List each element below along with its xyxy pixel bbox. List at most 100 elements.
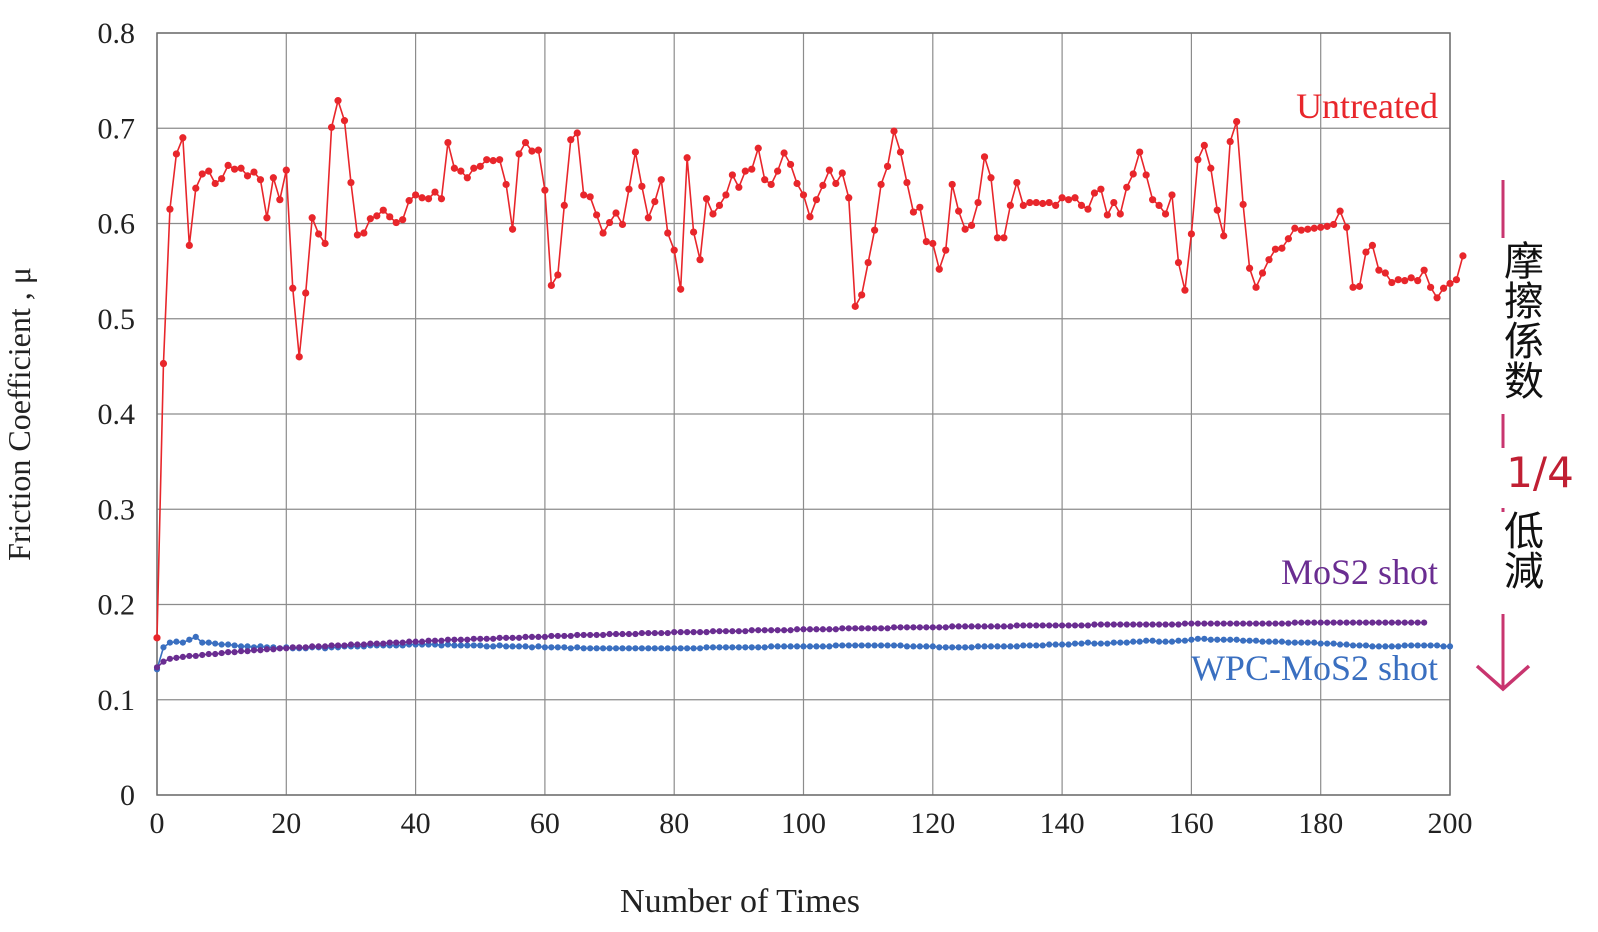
data-point	[1194, 635, 1201, 642]
data-point	[618, 220, 627, 229]
data-point	[1130, 621, 1137, 628]
data-point	[541, 186, 549, 194]
data-point	[1233, 636, 1240, 643]
data-point	[438, 642, 445, 649]
data-point	[1175, 637, 1182, 644]
data-point	[1349, 642, 1357, 649]
series-labels: Untreated MoS2 shot WPC-MoS2 shot	[1191, 86, 1438, 688]
data-point	[1356, 642, 1363, 649]
x-tick-label: 40	[401, 807, 431, 840]
data-point	[1214, 636, 1221, 643]
data-point	[593, 645, 600, 652]
data-point	[1091, 640, 1098, 647]
series-layer	[153, 97, 1467, 673]
data-point	[768, 643, 775, 650]
data-point	[225, 649, 232, 656]
data-point	[334, 642, 342, 649]
x-axis-ticks: 0 20 40 60 80 100 120 140 160 180 200	[150, 807, 1473, 840]
data-point	[282, 166, 290, 174]
data-point	[1155, 621, 1163, 628]
data-point	[1240, 637, 1247, 644]
data-point	[1285, 620, 1292, 627]
data-point	[224, 161, 232, 169]
annotation-text-top: 摩擦係数	[1497, 240, 1543, 400]
data-point	[638, 182, 646, 190]
data-point	[1408, 642, 1415, 649]
data-point	[302, 289, 310, 297]
data-point	[1104, 640, 1111, 647]
data-point	[987, 623, 995, 630]
data-point	[1446, 279, 1454, 288]
data-point	[263, 214, 271, 222]
data-point	[1136, 638, 1143, 645]
data-point	[1317, 223, 1325, 231]
data-point	[347, 178, 355, 187]
data-point	[574, 644, 581, 651]
y-tick-label: 0.4	[98, 398, 136, 431]
data-point	[406, 638, 413, 645]
data-point	[729, 628, 736, 635]
data-point	[631, 148, 640, 156]
data-point	[464, 636, 471, 643]
data-point	[580, 631, 587, 639]
data-point	[1401, 619, 1408, 626]
data-point	[806, 213, 814, 221]
data-point	[1013, 643, 1020, 650]
data-point	[593, 631, 600, 639]
data-point	[515, 150, 523, 158]
data-point	[243, 172, 252, 180]
data-point	[993, 234, 1002, 242]
data-point	[858, 642, 865, 649]
data-point	[1097, 185, 1105, 193]
data-point	[509, 643, 516, 650]
data-point	[781, 643, 788, 650]
data-point	[1421, 619, 1428, 626]
data-point	[923, 624, 930, 631]
data-point	[897, 642, 904, 649]
data-point	[218, 649, 225, 657]
data-point	[657, 176, 665, 184]
data-point	[916, 203, 924, 211]
data-point	[560, 201, 568, 210]
reduction-arrow-head	[1475, 664, 1531, 692]
data-point	[1007, 623, 1014, 630]
data-point	[173, 654, 180, 661]
data-point	[1240, 620, 1247, 627]
data-point	[199, 651, 206, 659]
data-point	[664, 645, 671, 652]
data-point	[1104, 621, 1111, 628]
data-point	[1272, 638, 1279, 645]
data-point	[1311, 619, 1318, 626]
data-point	[1349, 283, 1357, 291]
data-point	[1401, 277, 1409, 285]
y-tick-label: 0.2	[98, 589, 136, 622]
data-point	[1077, 201, 1086, 210]
data-point	[1187, 230, 1195, 238]
data-point	[994, 623, 1001, 630]
data-point	[703, 644, 710, 651]
series-label-untreated: Untreated	[1296, 86, 1438, 126]
data-point	[761, 627, 768, 634]
data-point	[534, 146, 543, 154]
data-point	[1291, 639, 1298, 646]
data-point	[812, 196, 821, 204]
data-point	[1342, 223, 1351, 231]
data-point	[1065, 641, 1072, 648]
data-point	[1000, 234, 1008, 242]
data-point	[541, 633, 549, 640]
data-point	[625, 185, 633, 193]
data-point	[716, 644, 723, 651]
data-point	[742, 644, 749, 651]
data-point	[1233, 620, 1240, 627]
data-point	[327, 123, 336, 131]
data-point	[496, 634, 503, 641]
data-point	[1045, 198, 1053, 207]
data-point	[451, 642, 458, 649]
data-point	[741, 167, 749, 175]
data-point	[1259, 638, 1266, 645]
data-point	[1278, 638, 1286, 645]
data-point	[1375, 266, 1383, 274]
data-point	[729, 644, 736, 651]
data-point	[696, 645, 704, 652]
data-point	[890, 127, 898, 135]
